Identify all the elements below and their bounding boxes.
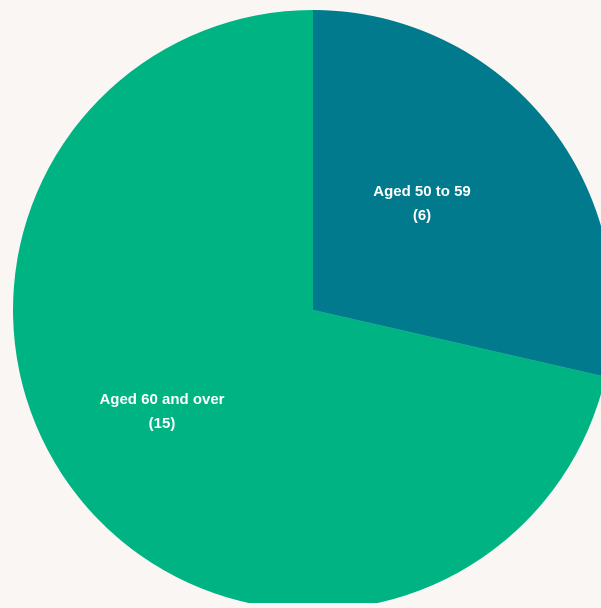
slice-label-0: Aged 50 to 59: [373, 183, 471, 200]
slice-value-1: (15): [149, 415, 176, 432]
pie-slices: [13, 10, 601, 608]
pie-slice-0: [313, 10, 601, 376]
pie-slice-1: [13, 10, 601, 608]
slice-label-1: Aged 60 and over: [99, 391, 224, 408]
slice-value-0: (6): [413, 207, 431, 224]
pie-labels: Aged 50 to 59 (6) Aged 60 and over (15): [99, 183, 470, 432]
